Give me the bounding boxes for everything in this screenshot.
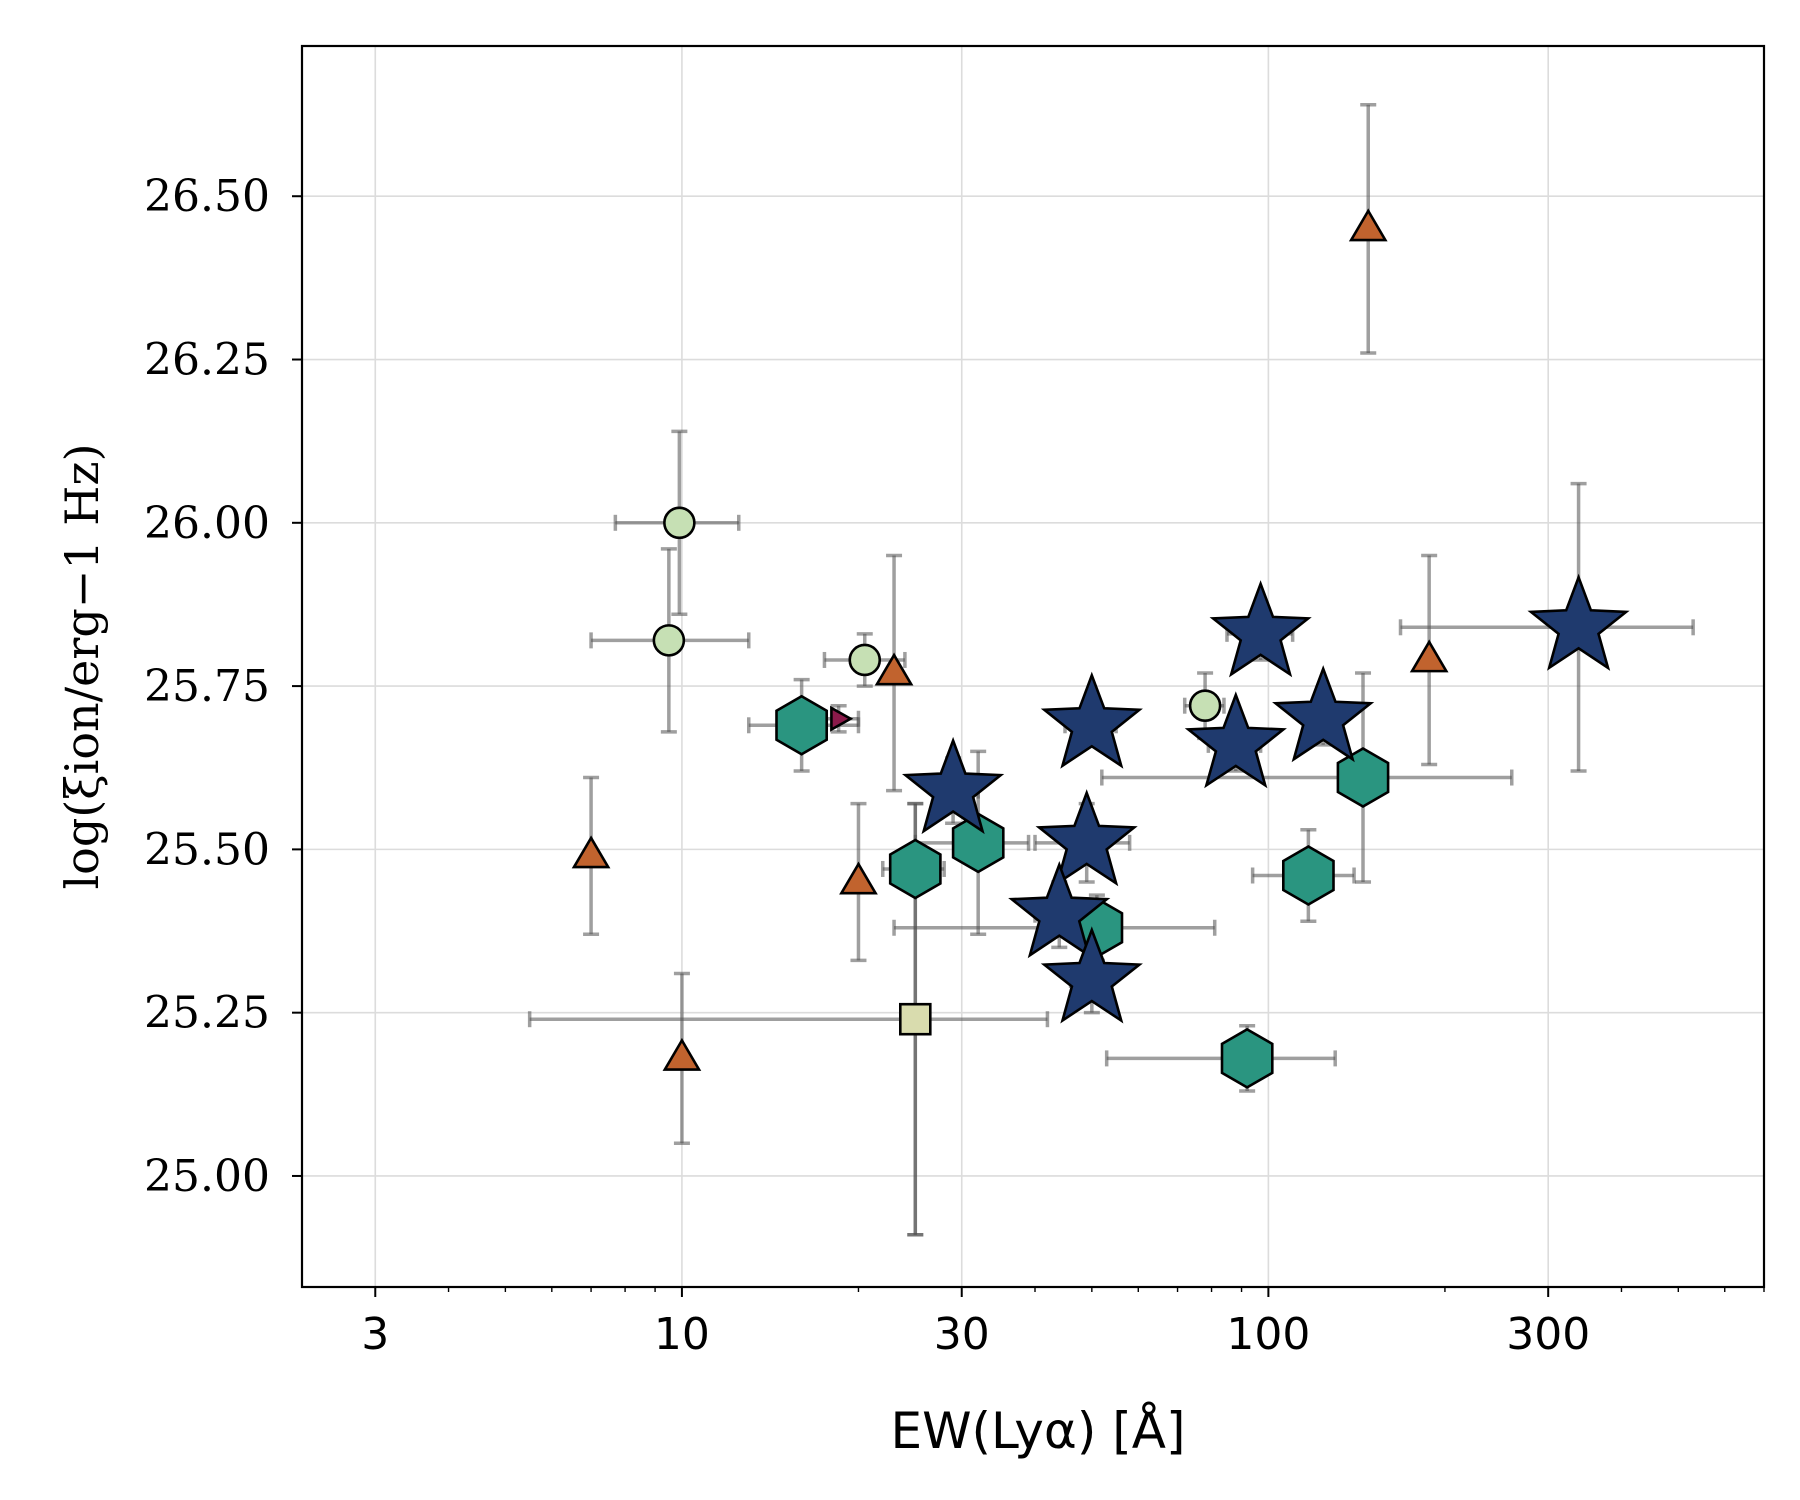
triangle-marker: [874, 652, 914, 686]
y-tick-label: 25.00: [144, 1151, 270, 1202]
circle-marker: [848, 643, 882, 677]
hexagon-marker: [1282, 844, 1335, 907]
y-tick-label: 26.25: [144, 335, 270, 386]
y-tick-label: 26.50: [144, 171, 270, 222]
triangle-marker: [662, 1037, 702, 1071]
star-marker: [1035, 789, 1138, 887]
y-tick-label: 25.75: [144, 661, 270, 712]
plot-frame: [300, 44, 1766, 1289]
triangle-marker: [1348, 208, 1388, 242]
hexagon-marker: [888, 838, 942, 900]
y-tick-label: 25.50: [144, 824, 270, 875]
star-marker: [1272, 665, 1375, 763]
x-axis-label: EW(Lyα) [Å]: [891, 1402, 1186, 1460]
circle-marker: [1188, 689, 1222, 722]
hexagon-marker: [1336, 746, 1390, 809]
y-axis-label-text: log(ξion/erg−1 Hz): [55, 443, 109, 889]
x-tick-label: 30: [934, 1309, 990, 1360]
circle-marker: [663, 506, 696, 540]
star-marker: [1209, 580, 1312, 678]
data-markers: [571, 208, 1630, 1089]
y-tick-label: 25.25: [144, 988, 270, 1039]
star-marker: [1040, 926, 1143, 1024]
triangle-marker: [571, 835, 611, 869]
x-tick-label: 100: [1226, 1309, 1310, 1360]
error-bars: [527, 103, 1695, 1237]
axis-ticks: 3 10 30 100 300 25.00 25.25 25.50 25.75 26.00 26.2…: [144, 171, 1765, 1360]
triangle-marker: [839, 861, 878, 895]
circle-marker: [652, 624, 686, 657]
right-triangle-marker: [830, 705, 854, 732]
grid: [302, 46, 1764, 1287]
square-marker: [898, 1002, 932, 1036]
star-marker: [1008, 860, 1111, 959]
star-marker: [901, 736, 1005, 835]
star-marker: [1040, 671, 1143, 769]
star-marker: [1184, 691, 1287, 789]
x-axis-label-text: EW(Lyα) [Å]: [891, 1402, 1186, 1460]
y-axis-label: log(ξion/erg−1 Hz): [55, 443, 109, 889]
hexagon-marker: [951, 812, 1005, 874]
hexagon-marker: [775, 694, 829, 756]
star-marker: [1527, 573, 1630, 671]
y-tick-label: 26.00: [144, 498, 270, 549]
triangle-marker: [1409, 639, 1449, 673]
x-tick-label: 3: [361, 1309, 389, 1360]
x-tick-label: 300: [1506, 1309, 1590, 1360]
x-tick-label: 10: [654, 1309, 710, 1360]
hexagon-marker: [1220, 1027, 1274, 1089]
